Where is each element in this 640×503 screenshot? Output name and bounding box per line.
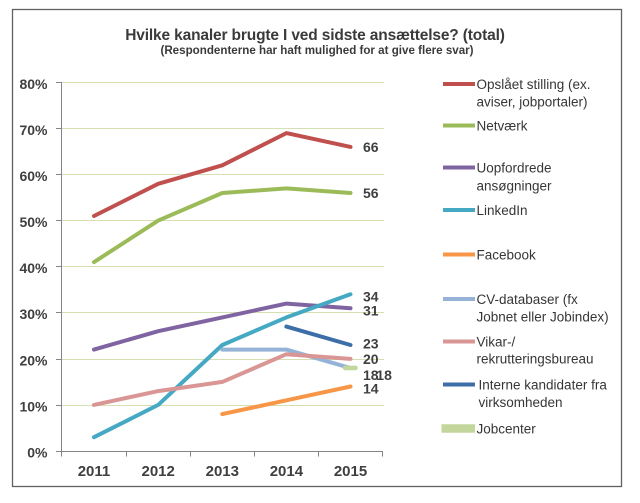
svg-text:Facebook: Facebook — [477, 247, 537, 262]
svg-text:10%: 10% — [19, 398, 48, 414]
svg-text:ansøgninger: ansøgninger — [477, 178, 553, 193]
svg-text:70%: 70% — [19, 122, 48, 138]
svg-text:31: 31 — [363, 303, 379, 319]
svg-text:60%: 60% — [19, 168, 48, 184]
svg-text:Vikar-/: Vikar-/ — [477, 334, 516, 349]
svg-text:18: 18 — [376, 367, 392, 383]
svg-text:2011: 2011 — [78, 463, 111, 480]
svg-text:Interne kandidater fra: Interne kandidater fra — [479, 377, 608, 392]
svg-text:2012: 2012 — [142, 463, 175, 480]
svg-text:virksomheden: virksomheden — [479, 395, 563, 410]
svg-text:34: 34 — [363, 289, 379, 305]
svg-text:(Respondenterne har haft mulig: (Respondenterne har haft mulighed for at… — [160, 44, 473, 57]
svg-text:0%: 0% — [27, 444, 48, 460]
svg-text:80%: 80% — [19, 76, 48, 92]
svg-text:20%: 20% — [19, 352, 48, 368]
svg-text:Opslået stilling (ex.: Opslået stilling (ex. — [477, 77, 591, 92]
svg-text:2015: 2015 — [334, 463, 367, 480]
svg-text:40%: 40% — [19, 260, 48, 276]
svg-text:2013: 2013 — [206, 463, 239, 480]
svg-text:Uopfordrede: Uopfordrede — [477, 160, 552, 175]
svg-text:30%: 30% — [19, 306, 48, 322]
svg-text:Jobcenter: Jobcenter — [477, 421, 537, 436]
svg-text:20: 20 — [363, 351, 379, 367]
svg-text:66: 66 — [363, 139, 379, 155]
svg-text:Hvilke kanaler brugte I ved si: Hvilke kanaler brugte I ved sidste ansæt… — [125, 27, 505, 44]
svg-text:LinkedIn: LinkedIn — [477, 203, 528, 218]
svg-text:50%: 50% — [19, 214, 48, 230]
svg-text:CV-databaser (fx: CV-databaser (fx — [477, 292, 579, 307]
svg-text:Jobnet eller Jobindex): Jobnet eller Jobindex) — [477, 309, 609, 324]
svg-text:14: 14 — [363, 381, 379, 397]
svg-text:rekrutteringsbureau: rekrutteringsbureau — [477, 351, 594, 366]
svg-text:23: 23 — [363, 335, 379, 351]
svg-text:aviser, jobportaler): aviser, jobportaler) — [477, 94, 588, 109]
svg-text:2014: 2014 — [270, 463, 304, 480]
svg-text:18: 18 — [363, 367, 379, 383]
svg-text:Netværk: Netværk — [477, 118, 528, 133]
svg-text:56: 56 — [363, 185, 379, 201]
